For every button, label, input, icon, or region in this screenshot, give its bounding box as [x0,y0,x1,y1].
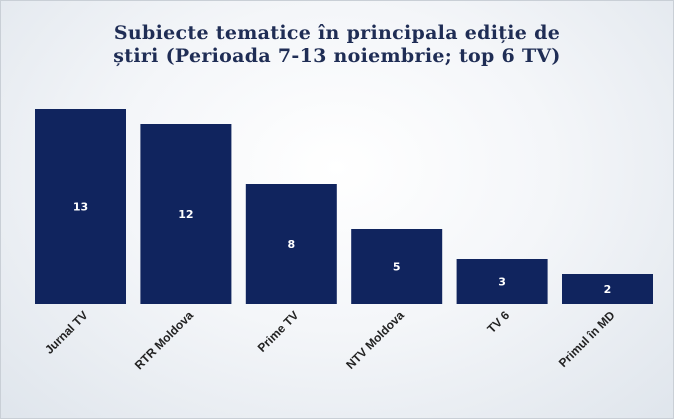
bar-value-label: 8 [287,238,295,251]
bar-value-label: 13 [73,201,88,214]
bar-value-label: 2 [604,283,612,296]
bar-value-label: 3 [498,276,506,289]
bar-6 [562,274,653,304]
category-tick-label: RTR Moldova [132,308,196,372]
category-tick-label: NTV Moldova [343,308,407,372]
bar-value-label: 5 [393,261,401,274]
category-tick-label: Prime TV [255,308,302,355]
category-tick-label: Primul în MD [556,308,618,370]
category-tick-label: Jurnal TV [42,308,91,357]
bar-5 [456,259,548,304]
chart-title: Subiecte tematice în principala ediție d… [0,22,674,68]
bar-3 [245,184,337,304]
bar-value-label: 12 [178,208,193,221]
bar-2 [140,124,232,304]
bar-4 [351,229,443,304]
category-tick-label: TV 6 [484,308,512,336]
chart-title-line-2: știri (Perioada 7-13 noiembrie; top 6 TV… [113,45,561,67]
bar-1 [35,109,126,304]
chart-title-line-1: Subiecte tematice în principala ediție d… [113,22,561,44]
